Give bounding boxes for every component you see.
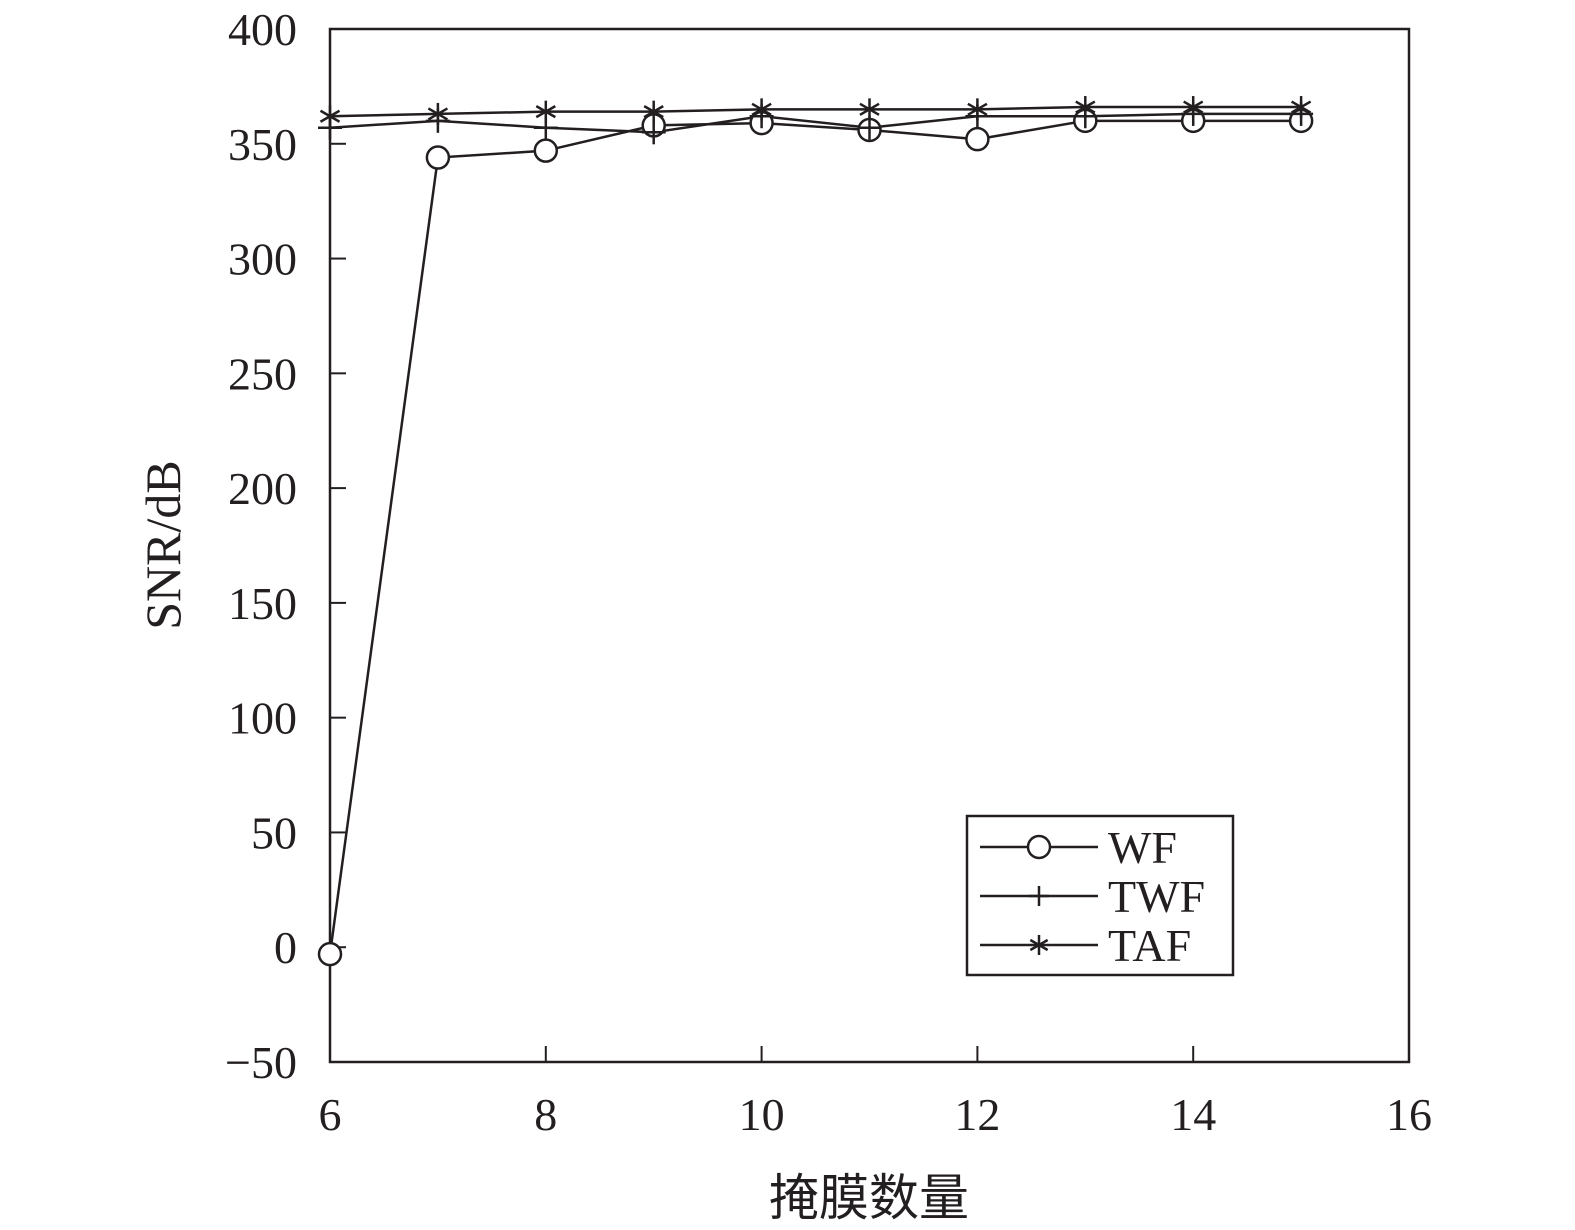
y-tick-label: 250	[228, 348, 297, 399]
x-tick-label: 14	[1170, 1089, 1216, 1140]
legend-marker-taf	[1029, 935, 1049, 955]
data-point-wf	[317, 941, 343, 967]
legend-marker-taf-stroke	[1029, 938, 1049, 952]
data-point-taf-stroke	[427, 107, 449, 121]
y-tick-label: 200	[228, 463, 297, 514]
legend-label-wf: WF	[1108, 822, 1177, 873]
data-point-taf	[427, 102, 449, 125]
legend-marker-wf	[1026, 834, 1052, 860]
data-point-taf	[1075, 96, 1096, 119]
y-axis-title: SNR/dB	[135, 460, 191, 630]
x-tick-label: 8	[534, 1089, 557, 1140]
data-point-taf-stroke	[1290, 100, 1312, 114]
data-point-wf	[533, 138, 559, 163]
x-tick-label: 10	[739, 1089, 785, 1140]
data-point-taf-stroke	[1183, 100, 1204, 114]
data-point-taf-stroke	[967, 102, 988, 116]
data-point-taf	[643, 100, 664, 123]
series-line-taf	[329, 105, 1302, 118]
data-point-twf	[641, 120, 666, 145]
data-point-taf-stroke	[859, 102, 880, 116]
axis-ticks	[329, 28, 1410, 1063]
y-tick-label: 150	[228, 578, 297, 629]
y-tick-label: 400	[228, 4, 297, 55]
y-tick-label: −50	[225, 1037, 297, 1088]
data-point-wf	[425, 145, 451, 170]
series-line-wf	[328, 119, 1302, 955]
y-tick-label: 0	[274, 922, 297, 973]
tick-labels: 6 8 10 12 14 16 400 350 300 250 200 150 100 50 0 −50	[225, 4, 1432, 1140]
data-point-taf	[535, 100, 556, 123]
data-point-taf-stroke	[535, 105, 556, 119]
legend-marker-twf	[1029, 886, 1049, 906]
x-tick-label: 12	[954, 1089, 1000, 1140]
data-point-taf	[967, 98, 988, 121]
data-point-taf	[1183, 96, 1204, 119]
legend-label-taf: TAF	[1108, 920, 1191, 971]
data-point-taf-stroke	[1075, 100, 1096, 114]
series-lines	[328, 105, 1302, 955]
y-tick-label: 50	[251, 807, 297, 858]
y-tick-label: 300	[228, 234, 297, 285]
data-point-taf	[751, 98, 772, 121]
data-point-taf-stroke	[751, 102, 772, 116]
x-tick-label: 16	[1386, 1089, 1432, 1140]
data-point-taf	[1290, 96, 1312, 119]
y-tick-label: 350	[228, 119, 297, 170]
series-markers	[317, 96, 1314, 967]
x-tick-label: 6	[319, 1089, 342, 1140]
legend-label-twf: TWF	[1108, 871, 1205, 922]
data-point-taf	[319, 105, 341, 128]
data-point-taf	[859, 98, 880, 121]
series-line-twf	[329, 112, 1302, 134]
plot-frame	[328, 27, 1411, 1064]
data-point-wf	[965, 126, 990, 152]
data-point-taf-stroke	[319, 109, 341, 123]
x-axis-title: 掩膜数量	[769, 1170, 969, 1226]
data-point-taf-stroke	[643, 105, 664, 119]
y-tick-label: 100	[228, 693, 297, 744]
